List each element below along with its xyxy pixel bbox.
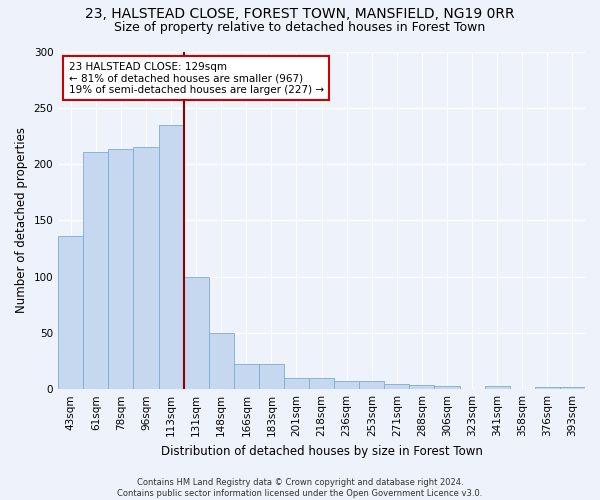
X-axis label: Distribution of detached houses by size in Forest Town: Distribution of detached houses by size …	[161, 444, 482, 458]
Bar	[334, 382, 359, 389]
Bar	[560, 387, 585, 389]
Text: 23 HALSTEAD CLOSE: 129sqm
← 81% of detached houses are smaller (967)
19% of semi: 23 HALSTEAD CLOSE: 129sqm ← 81% of detac…	[69, 62, 324, 95]
Y-axis label: Number of detached properties: Number of detached properties	[15, 128, 28, 314]
Bar	[409, 384, 434, 389]
Bar	[109, 150, 133, 389]
Bar	[309, 378, 334, 389]
Bar	[434, 386, 460, 389]
Text: 23, HALSTEAD CLOSE, FOREST TOWN, MANSFIELD, NG19 0RR: 23, HALSTEAD CLOSE, FOREST TOWN, MANSFIE…	[85, 8, 515, 22]
Bar	[209, 333, 234, 389]
Bar	[83, 152, 109, 389]
Text: Contains HM Land Registry data © Crown copyright and database right 2024.
Contai: Contains HM Land Registry data © Crown c…	[118, 478, 482, 498]
Bar	[535, 387, 560, 389]
Bar	[385, 384, 409, 389]
Bar	[359, 382, 385, 389]
Bar	[485, 386, 510, 389]
Bar	[284, 378, 309, 389]
Bar	[184, 276, 209, 389]
Bar	[58, 236, 83, 389]
Bar	[133, 147, 158, 389]
Text: Size of property relative to detached houses in Forest Town: Size of property relative to detached ho…	[115, 21, 485, 34]
Bar	[234, 364, 259, 389]
Bar	[259, 364, 284, 389]
Bar	[158, 124, 184, 389]
